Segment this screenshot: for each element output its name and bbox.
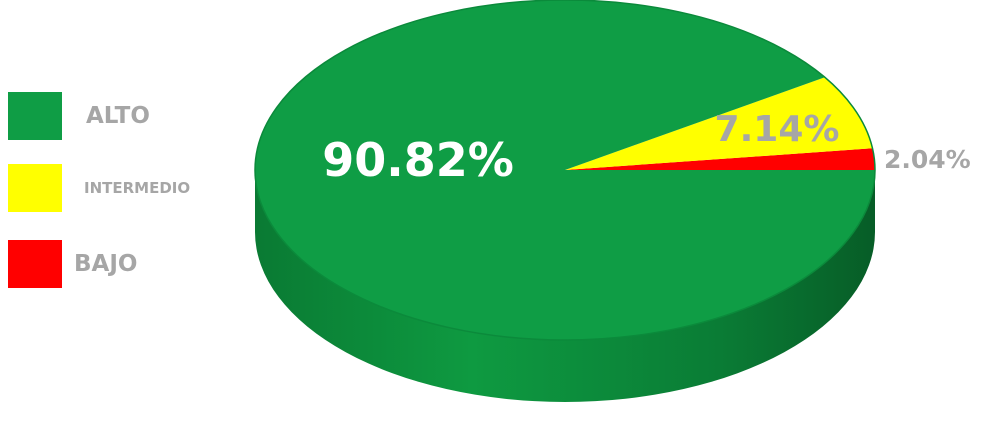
data-label-intermedio: 7.14% — [715, 109, 840, 150]
pie-top — [254, 0, 876, 341]
legend-swatch-alto — [8, 92, 62, 140]
legend-label-intermedio: INTERMEDIO — [84, 179, 191, 197]
pie-slice-bajo — [565, 148, 875, 170]
legend-swatch-bajo — [8, 240, 62, 288]
pie-rim — [254, 0, 876, 341]
legend-label-alto: ALTO — [86, 103, 150, 129]
pie-slice-alto — [254, 0, 875, 341]
legend-item-bajo: BAJO — [8, 240, 137, 288]
pie-slice-intermedio — [565, 77, 873, 170]
pie-side — [255, 170, 875, 402]
data-label-alto: 90.82% — [322, 133, 514, 187]
data-label-bajo: 2.04% — [884, 145, 971, 174]
pie-labels: 90.82% 7.14% 2.04% — [322, 109, 971, 187]
legend-swatch-intermedio — [8, 164, 62, 212]
legend-item-alto: ALTO — [8, 92, 150, 140]
legend-item-intermedio: INTERMEDIO — [8, 164, 190, 212]
pie-side-wall — [255, 170, 875, 402]
legend-label-bajo: BAJO — [74, 251, 138, 277]
